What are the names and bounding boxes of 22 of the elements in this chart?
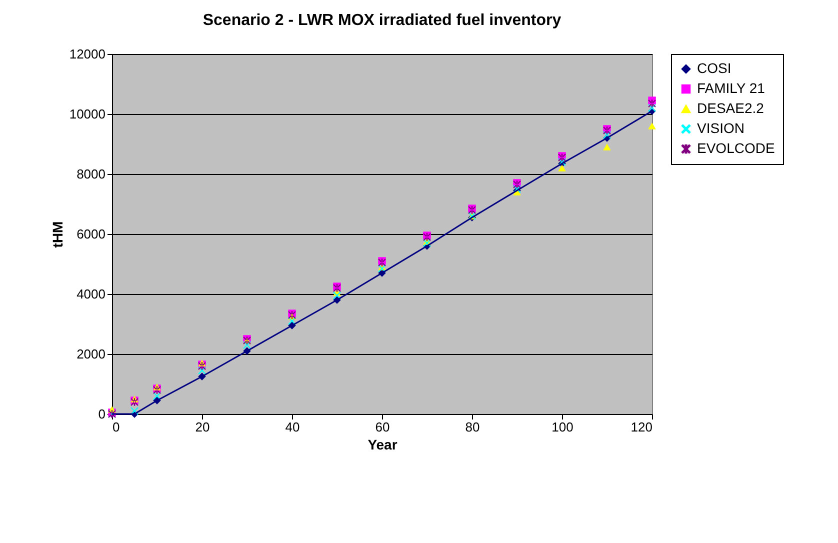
y-tick-label: 2000 — [76, 346, 106, 362]
x-tick-label: 80 — [465, 420, 480, 434]
chart-title: Scenario 2 - LWR MOX irradiated fuel inventory — [202, 12, 562, 29]
y-tick-label: 6000 — [76, 226, 106, 242]
y-tick-label: 0 — [98, 406, 106, 422]
x-tick-label: 0 — [112, 420, 120, 434]
y-axis-title: tHM — [49, 221, 66, 248]
y-tick-label: 4000 — [76, 286, 106, 302]
y-tick-label: 12000 — [69, 46, 106, 62]
x-axis-title: Year — [368, 436, 398, 452]
legend-label: FAMILY 21 — [697, 80, 766, 96]
y-tick-label: 8000 — [76, 166, 106, 182]
legend-label: DESAE2.2 — [697, 100, 764, 116]
legend-label: COSI — [697, 60, 732, 76]
x-tick-label: 40 — [285, 420, 300, 434]
x-tick-label: 100 — [552, 420, 574, 434]
x-tick-label: 120 — [630, 420, 652, 434]
legend-label: EVOLCODE — [697, 140, 775, 156]
x-tick-label: 60 — [375, 420, 390, 434]
y-tick-label: 10000 — [69, 106, 106, 122]
x-tick-label: 20 — [195, 420, 210, 434]
legend-label: VISION — [697, 120, 744, 136]
